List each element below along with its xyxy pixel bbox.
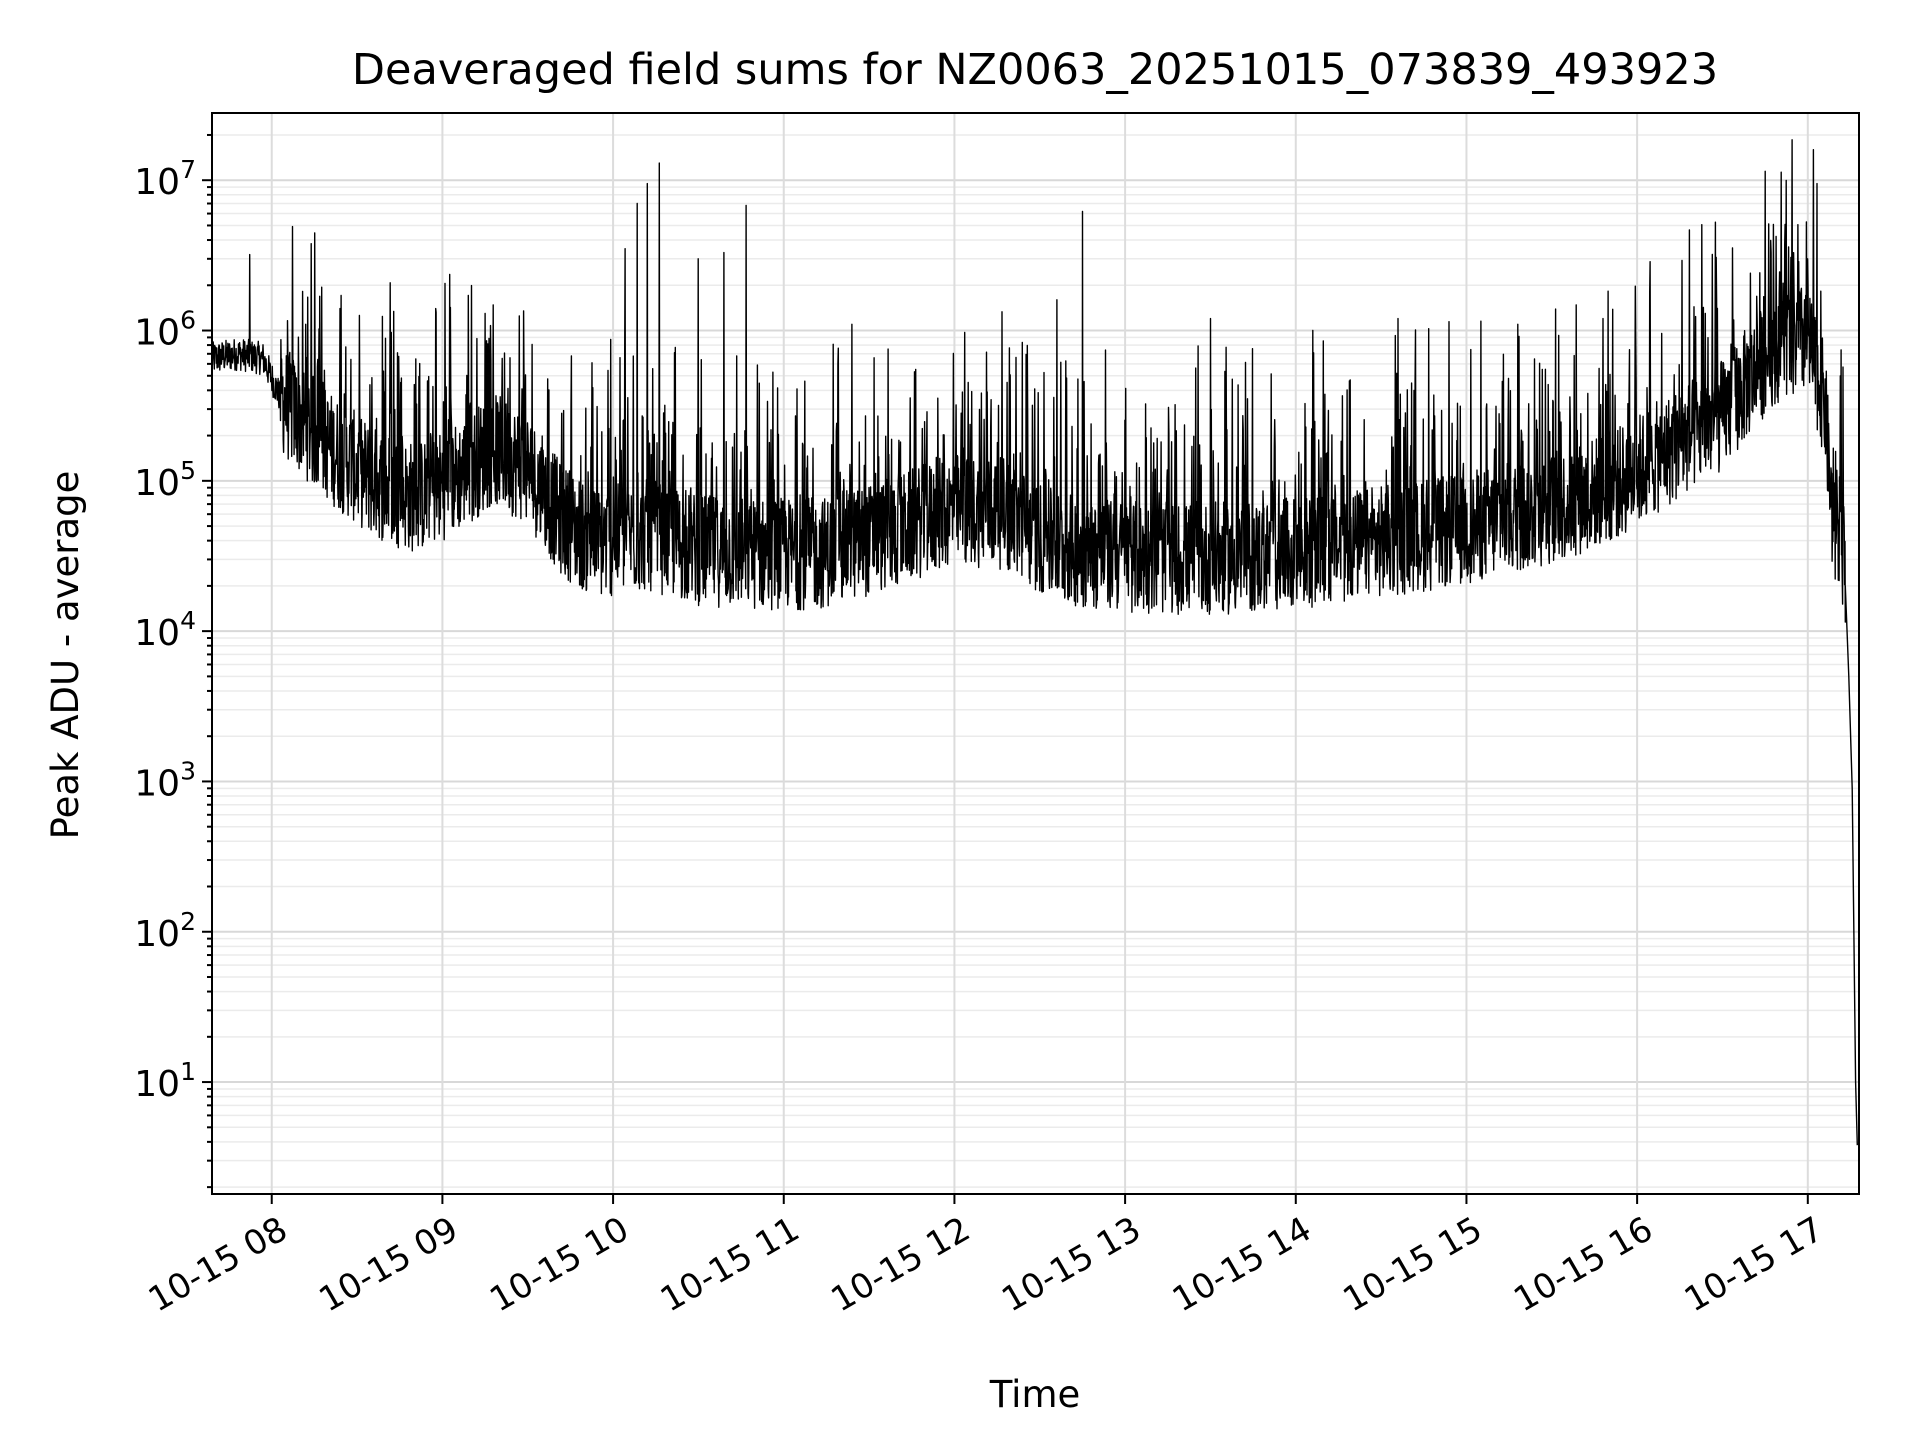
y-tick-exponent: 5: [180, 456, 196, 485]
y-tick-base: 10: [134, 613, 180, 654]
y-tick-label: 102: [134, 907, 196, 955]
y-tick-base: 10: [134, 463, 180, 504]
y-tick-base: 10: [134, 162, 180, 203]
y-tick-base: 10: [134, 313, 180, 354]
series-line: [211, 139, 1858, 1146]
y-tick-exponent: 4: [180, 606, 196, 635]
x-axis-label: Time: [989, 1373, 1081, 1416]
y-tick-exponent: 1: [180, 1057, 196, 1086]
y-tick-base: 10: [134, 763, 180, 804]
y-axis-label: Peak ADU - average: [44, 471, 87, 840]
y-tick-label: 104: [134, 606, 196, 654]
y-tick-label: 101: [134, 1057, 196, 1105]
y-tick-base: 10: [134, 914, 180, 955]
y-tick-exponent: 6: [180, 306, 196, 335]
y-tick-exponent: 2: [180, 907, 196, 936]
y-tick-label: 105: [134, 456, 196, 504]
series-layer: [211, 139, 1858, 1146]
y-tick-label: 106: [134, 306, 196, 354]
y-tick-label: 107: [134, 155, 196, 203]
chart-title: Deaveraged field sums for NZ0063_2025101…: [352, 45, 1718, 95]
grid-layer: [212, 113, 1859, 1194]
y-tick-base: 10: [134, 1064, 180, 1105]
y-tick-exponent: 3: [180, 756, 196, 785]
y-tick-label: 103: [134, 756, 196, 804]
y-tick-exponent: 7: [180, 155, 196, 184]
